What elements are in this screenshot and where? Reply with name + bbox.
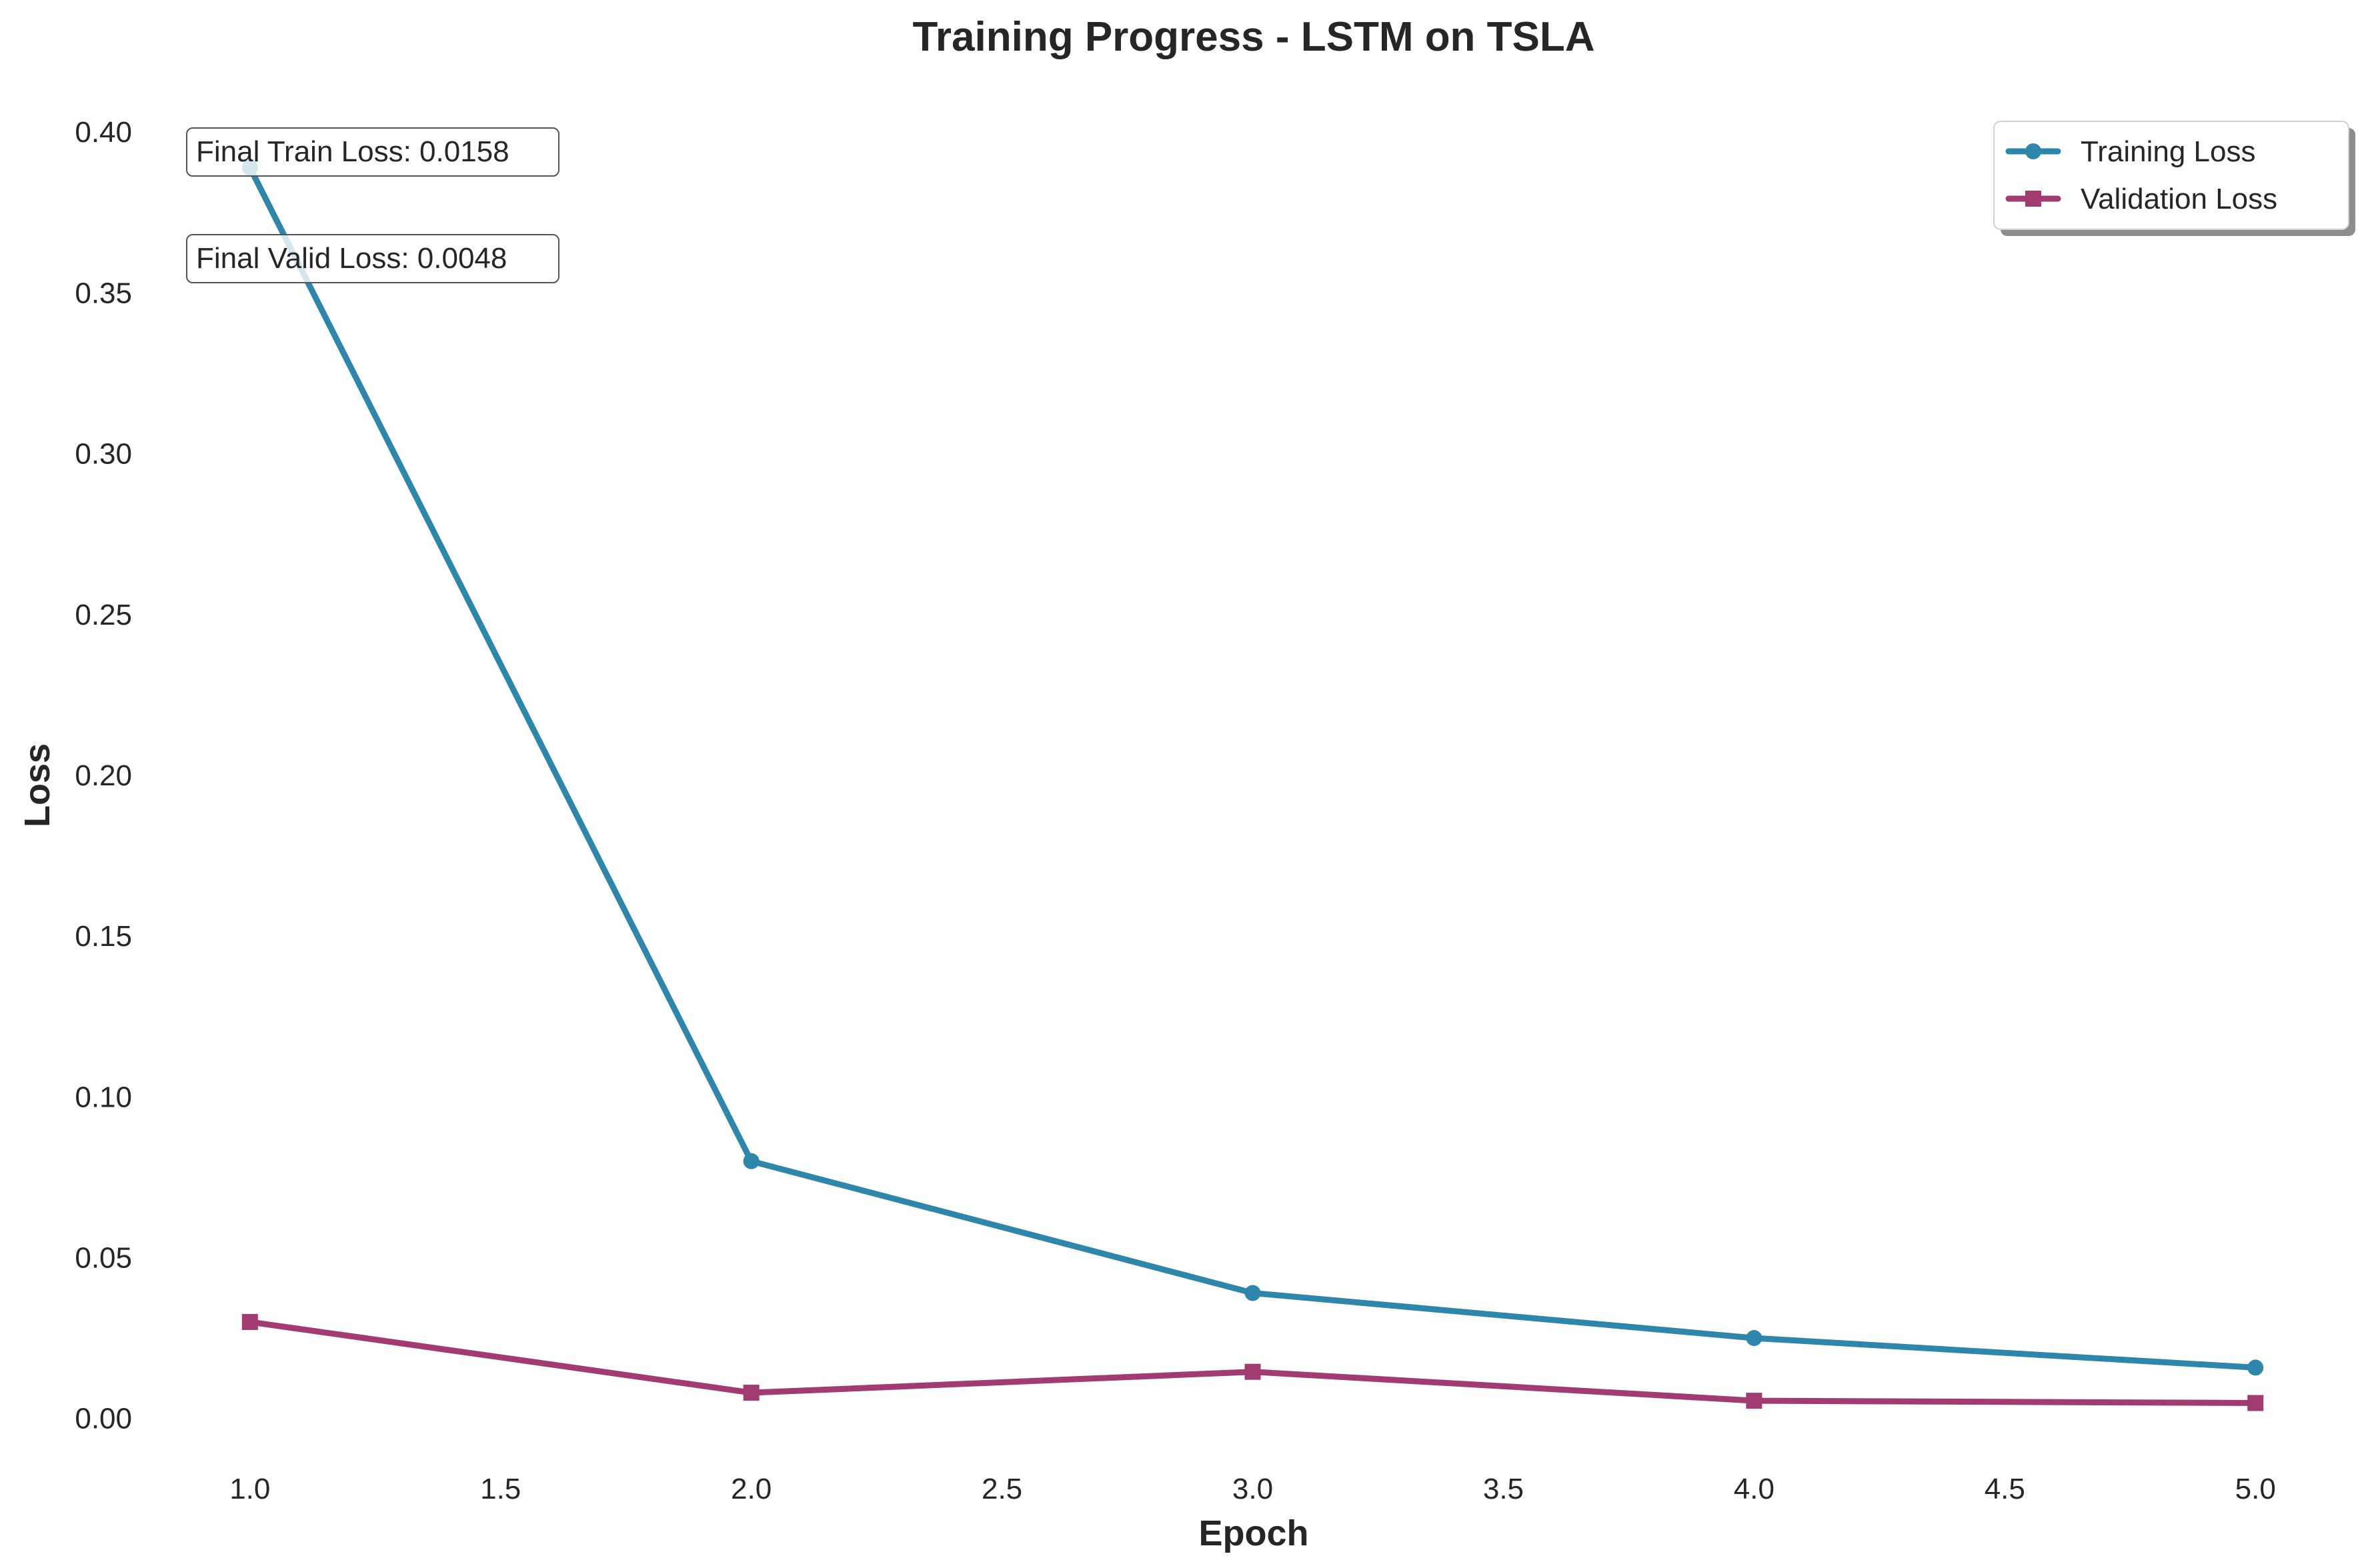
legend: Training Loss Validation Loss xyxy=(1993,121,2355,236)
x-tick-label: 3.5 xyxy=(1483,1473,1524,1505)
annotation-text: Final Train Loss: 0.0158 xyxy=(196,135,509,168)
training-loss-point xyxy=(1746,1330,1762,1347)
annotation-box xyxy=(186,234,559,283)
legend-box xyxy=(1993,121,2349,230)
annotation-text: Final Valid Loss: 0.0048 xyxy=(196,242,507,275)
annotation-box xyxy=(186,127,559,177)
chart-title: Training Progress - LSTM on TSLA xyxy=(912,14,1594,60)
training-loss-point xyxy=(743,1153,760,1169)
y-tick-label: 0.00 xyxy=(75,1403,132,1435)
x-tick-label: 3.0 xyxy=(1232,1473,1273,1505)
y-tick-label: 0.10 xyxy=(75,1081,132,1113)
validation-loss-point xyxy=(1746,1393,1762,1409)
legend-marker-square xyxy=(2025,191,2041,207)
series-line-training-loss xyxy=(247,164,2259,1371)
y-tick-label: 0.35 xyxy=(75,277,132,309)
annotations: Final Train Loss: 0.0158 Final Valid Loss… xyxy=(186,127,559,283)
y-tick-label: 0.20 xyxy=(75,759,132,792)
x-axis-ticks: 1.0 1.5 2.0 2.5 3.0 3.5 4.0 4.5 5.0 xyxy=(229,1473,2276,1505)
validation-loss-point xyxy=(241,1313,258,1330)
x-axis-title: Epoch xyxy=(1198,1513,1308,1553)
training-loss-point xyxy=(2247,1359,2264,1376)
validation-loss-point xyxy=(1244,1363,1261,1380)
legend-marker-circle xyxy=(2025,143,2041,159)
validation-loss-point xyxy=(2247,1395,2264,1411)
series-layer xyxy=(241,159,2264,1411)
y-tick-label: 0.30 xyxy=(75,438,132,471)
x-tick-label: 1.0 xyxy=(229,1473,270,1505)
y-axis-title: Loss xyxy=(17,743,57,827)
validation-loss-point xyxy=(743,1385,760,1401)
y-tick-label: 0.40 xyxy=(75,116,132,149)
y-tick-label: 0.15 xyxy=(75,920,132,953)
y-tick-label: 0.05 xyxy=(75,1241,132,1274)
legend-label: Training Loss xyxy=(2081,135,2256,168)
x-tick-label: 1.5 xyxy=(480,1473,521,1505)
training-loss-point xyxy=(1244,1285,1261,1301)
x-tick-label: 5.0 xyxy=(2235,1473,2276,1505)
x-tick-label: 4.0 xyxy=(1734,1473,1774,1505)
series-line-validation-loss xyxy=(247,1319,2259,1406)
x-tick-label: 2.5 xyxy=(982,1473,1022,1505)
x-tick-label: 2.0 xyxy=(731,1473,772,1505)
y-tick-label: 0.25 xyxy=(75,599,132,631)
y-axis-ticks: 0.00 0.05 0.10 0.15 0.20 0.25 0.30 0.35 0.40 xyxy=(75,116,132,1435)
legend-label: Validation Loss xyxy=(2081,183,2277,215)
x-tick-label: 4.5 xyxy=(1985,1473,2025,1505)
